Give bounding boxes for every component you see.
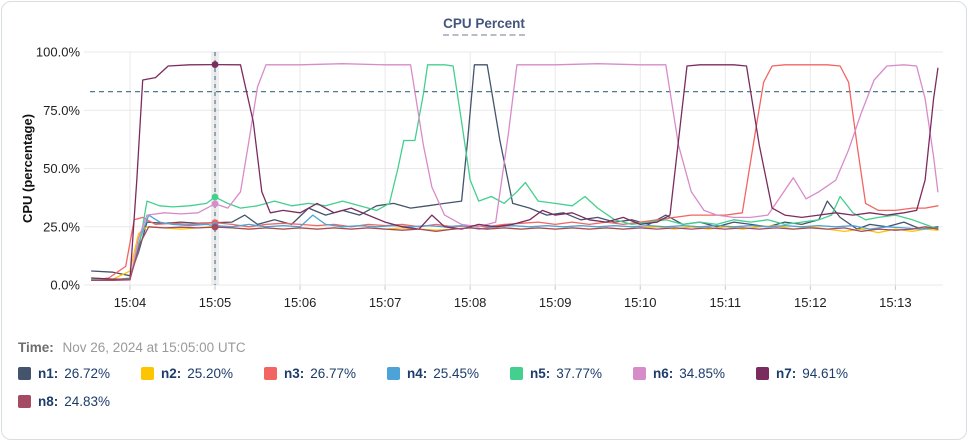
legend-swatch-n5 <box>510 367 523 380</box>
series-line-n6[interactable] <box>91 63 939 281</box>
crosshair-band <box>211 52 220 285</box>
legend-label-n7: n7: <box>776 366 797 381</box>
legend-swatch-n2 <box>141 367 154 380</box>
y-axis-title: CPU (percentage) <box>20 114 35 223</box>
x-axis-label: 15:11 <box>709 295 741 310</box>
x-axis-label: 15:13 <box>879 295 912 310</box>
legend-item-n1[interactable]: n1: 26.72% <box>18 366 110 381</box>
x-axis-label: 15:04 <box>114 295 147 310</box>
y-axis-label: 25.0% <box>43 219 80 234</box>
legend-value-n4: 25.45% <box>433 366 480 381</box>
legend-swatch-n1 <box>18 367 31 380</box>
legend-value-n2: 25.20% <box>187 366 234 381</box>
time-row: Time: Nov 26, 2024 at 15:05:00 UTC <box>18 340 246 355</box>
legend-value-n1: 26.72% <box>64 366 111 381</box>
x-axis-label: 15:12 <box>794 295 827 310</box>
legend-value-n5: 37.77% <box>556 366 603 381</box>
cpu-percent-chart[interactable]: 15:04 15:05 15:06 15:07 15:08 15:09 15:10 15:11… <box>2 38 967 322</box>
legend-swatch-n8 <box>18 395 31 408</box>
legend-value-n8: 24.83% <box>64 394 111 409</box>
legend-value-n7: 94.61% <box>802 366 849 381</box>
legend-swatch-n3 <box>264 367 277 380</box>
legend-item-n4[interactable]: n4: 25.45% <box>387 366 479 381</box>
legend-item-n3[interactable]: n3: 26.77% <box>264 366 356 381</box>
legend-item-n2[interactable]: n2: 25.20% <box>141 366 233 381</box>
legend-swatch-n4 <box>387 367 400 380</box>
x-axis-label: 15:06 <box>284 295 317 310</box>
chart-title[interactable]: CPU Percent <box>443 16 525 36</box>
crosshair-marker-n8 <box>211 223 219 231</box>
series-line-n1[interactable] <box>91 64 939 277</box>
crosshair-marker-n6 <box>211 200 219 208</box>
legend-item-n6[interactable]: n6: 34.85% <box>633 366 725 381</box>
legend-value-n3: 26.77% <box>310 366 357 381</box>
legend-label-n8: n8: <box>38 394 59 409</box>
legend-swatch-n6 <box>633 367 646 380</box>
crosshair-marker-n7 <box>211 61 219 68</box>
x-axis-label: 15:07 <box>369 295 402 310</box>
chart-legend: n1: 26.72% n2: 25.20% n3: 26.77% n4: 25.45% n5: 3… <box>18 366 954 409</box>
legend-value-n6: 34.85% <box>679 366 726 381</box>
series-line-n7[interactable] <box>91 63 939 280</box>
time-label: Time: <box>18 340 54 355</box>
series-line-n8[interactable] <box>91 226 939 281</box>
legend-swatch-n7 <box>756 367 769 380</box>
legend-item-n7[interactable]: n7: 94.61% <box>756 366 848 381</box>
y-axis-label: 0.0% <box>50 278 80 293</box>
y-axis-label: 100.0% <box>36 45 81 60</box>
legend-item-n5[interactable]: n5: 37.77% <box>510 366 602 381</box>
legend-label-n5: n5: <box>530 366 551 381</box>
legend-label-n2: n2: <box>161 366 182 381</box>
time-value: Nov 26, 2024 at 15:05:00 UTC <box>62 340 246 355</box>
x-axis-label: 15:10 <box>624 295 657 310</box>
x-axis-label: 15:05 <box>199 295 232 310</box>
legend-label-n4: n4: <box>407 366 428 381</box>
legend-label-n1: n1: <box>38 366 59 381</box>
y-axis-label: 50.0% <box>43 161 80 176</box>
x-axis-label: 15:08 <box>454 295 487 310</box>
y-axis-label: 75.0% <box>43 103 80 118</box>
legend-item-n8[interactable]: n8: 24.83% <box>18 394 110 409</box>
x-axis-label: 15:09 <box>539 295 572 310</box>
series-line-n5[interactable] <box>91 64 939 281</box>
crosshair-marker-n5 <box>211 193 219 201</box>
legend-label-n6: n6: <box>653 366 674 381</box>
chart-header: CPU Percent <box>2 15 966 36</box>
legend-label-n3: n3: <box>284 366 305 381</box>
